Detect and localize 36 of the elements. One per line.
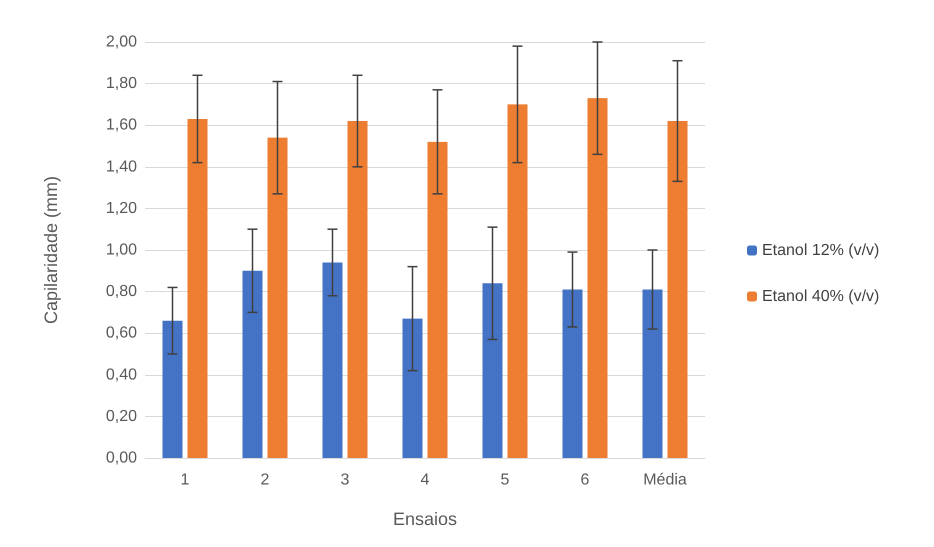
y-tick-label: 0,60 (106, 324, 138, 342)
bar (162, 320, 182, 458)
legend-label: Etanol 12% (v/v) (762, 242, 880, 259)
x-tick-label: 3 (340, 472, 350, 488)
x-tick-label: 2 (260, 472, 270, 488)
legend-label: Etanol 40% (v/v) (762, 288, 880, 305)
bar (348, 121, 368, 458)
x-tick-label: Média (643, 472, 687, 488)
bar (508, 104, 528, 458)
bar (268, 138, 288, 458)
y-tick-label: 1,80 (106, 75, 138, 92)
y-tick-label: 1,20 (106, 200, 138, 217)
bar (642, 290, 662, 458)
y-tick-label: 0,40 (106, 366, 138, 384)
y-axis-title: Capilaridade (mm) (41, 176, 61, 324)
bar (482, 283, 502, 458)
y-tick-label: 1,00 (106, 242, 138, 258)
x-axis-title: Ensaios (392, 509, 458, 529)
bar (188, 118, 208, 458)
x-tick-label: 6 (580, 472, 590, 488)
y-tick-label: 0,80 (106, 283, 138, 300)
bar (668, 121, 688, 458)
y-tick-label: 0,20 (106, 408, 138, 425)
y-tick-label: 0,00 (106, 450, 138, 466)
x-tick-label: 5 (500, 472, 510, 488)
bar (322, 262, 342, 458)
y-tick-label: 2,00 (106, 34, 138, 50)
x-tick-label: 4 (420, 472, 430, 488)
bar (588, 98, 608, 458)
bar (428, 142, 448, 458)
y-tick-label: 1,60 (106, 116, 138, 134)
x-tick-label: 1 (180, 472, 190, 488)
bar (242, 270, 262, 458)
bar (402, 318, 422, 458)
bar (562, 290, 582, 458)
y-tick-label: 1,40 (106, 158, 138, 176)
